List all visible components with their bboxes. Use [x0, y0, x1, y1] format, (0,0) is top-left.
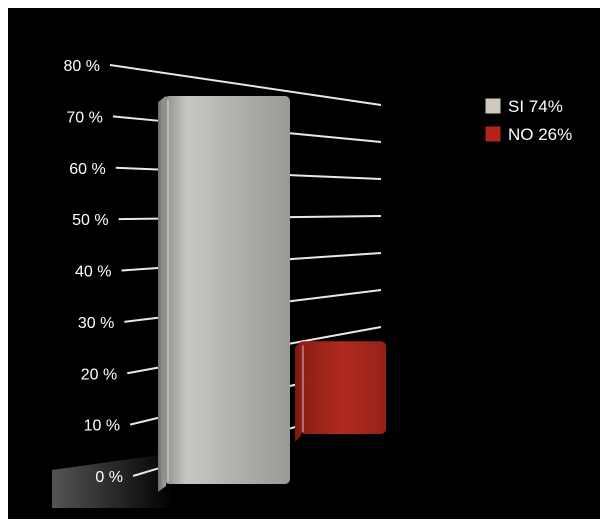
- gridline-70-left: [112, 115, 159, 122]
- gridline-40-right: [289, 252, 382, 261]
- gridline-60-right: [289, 174, 382, 180]
- legend-item-si: SI 74%: [484, 97, 563, 116]
- gridline-70-right: [289, 132, 382, 143]
- legend-label-si: SI 74%: [508, 97, 563, 116]
- gridline-0-left: [132, 467, 159, 477]
- y-tick-label-0: 0 %: [95, 469, 123, 486]
- gridline-50-right: [289, 215, 382, 219]
- bar-si: [158, 96, 290, 492]
- bar-chart: 0 % 10 % 20 % 30 % 40 % 50 % 60 % 70 % 80 % SI 7…: [52, 58, 572, 508]
- bar-no-front: [299, 341, 386, 434]
- chart-frame: 0 % 10 % 20 % 30 % 40 % 50 % 60 % 70 % 80 % SI 7…: [8, 8, 600, 519]
- gridline-80: [109, 64, 382, 106]
- legend-label-no: NO 26%: [508, 125, 572, 144]
- gridline-30-left: [124, 316, 159, 323]
- legend-swatch-no: [484, 125, 502, 143]
- legend-swatch-si: [484, 97, 502, 115]
- legend-item-no: NO 26%: [484, 125, 572, 144]
- gridline-20-right: [289, 326, 382, 345]
- y-tick-label-70: 70 %: [66, 109, 102, 126]
- y-tick-label-40: 40 %: [75, 264, 111, 281]
- gridline-40-left: [121, 267, 159, 272]
- y-tick-label-50: 50 %: [72, 212, 108, 229]
- y-tick-label-60: 60 %: [69, 161, 105, 178]
- y-tick-label-30: 30 %: [78, 315, 114, 332]
- bar-no: [295, 341, 386, 442]
- floor-shadow: [52, 453, 173, 508]
- gridline-30-right: [289, 289, 382, 303]
- y-tick-label-10: 10 %: [84, 418, 120, 435]
- bar-si-front: [164, 96, 290, 484]
- gridline-60-left: [115, 166, 159, 171]
- gridline-10-left: [129, 416, 159, 426]
- y-tick-label-80: 80 %: [64, 58, 100, 75]
- gridline-20-left: [127, 366, 159, 375]
- y-tick-label-20: 20 %: [81, 366, 117, 383]
